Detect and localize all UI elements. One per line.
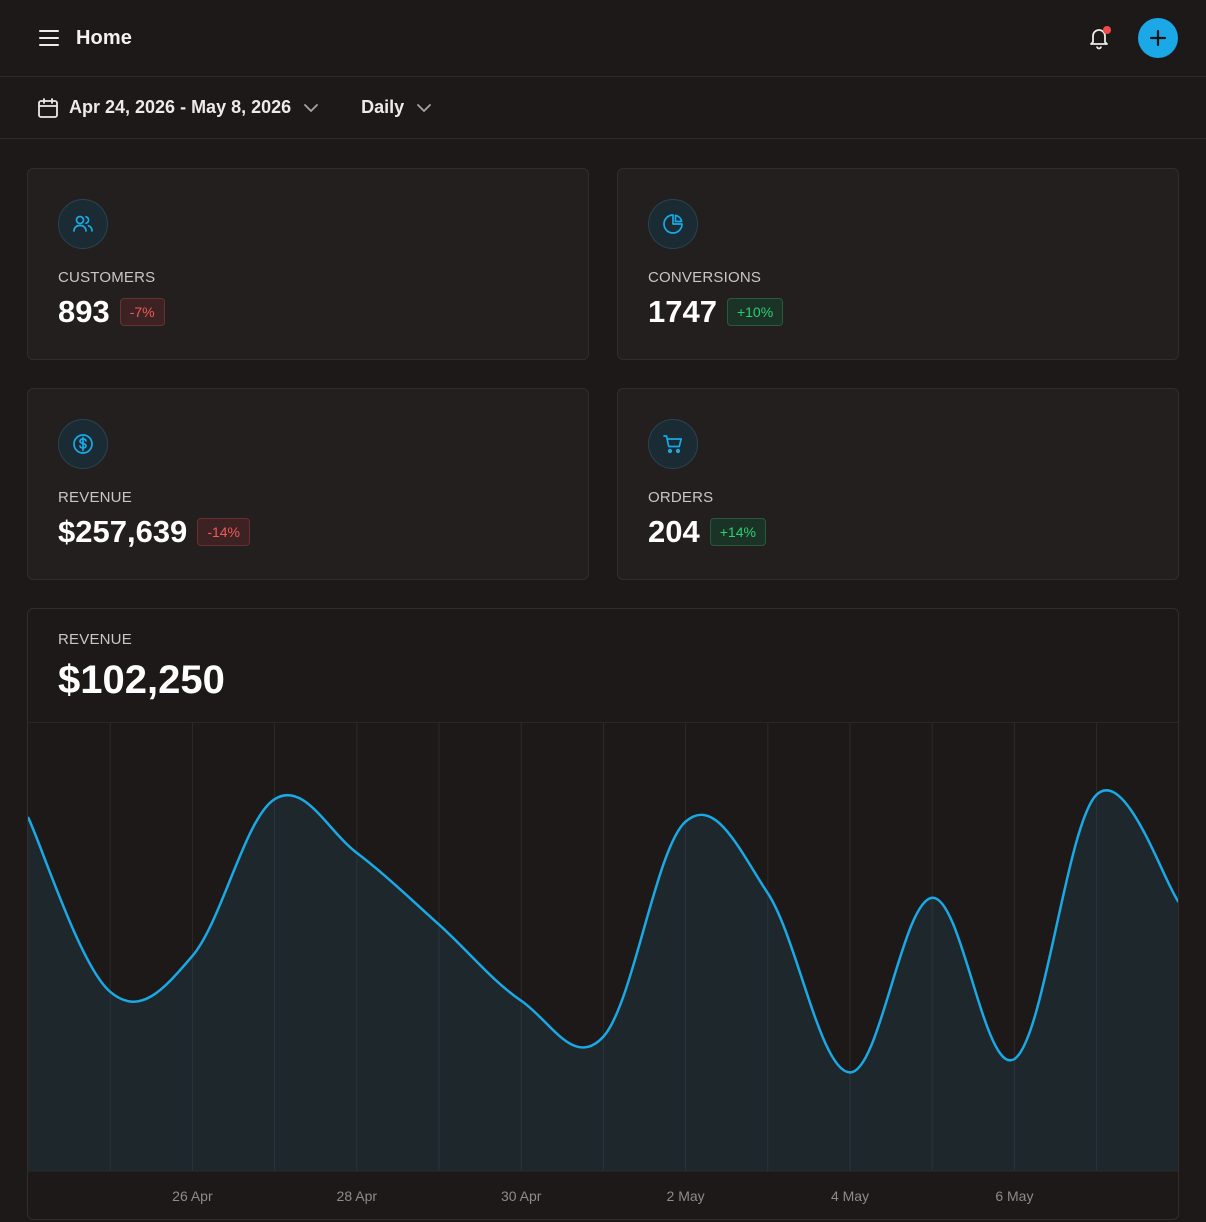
notification-button[interactable] [1084, 23, 1114, 53]
notification-dot [1103, 26, 1111, 34]
x-tick-label: 2 May [667, 1188, 705, 1204]
filter-bar: Apr 24, 2026 - May 8, 2026 Daily [0, 77, 1206, 139]
revenue-chart-label: REVENUE [58, 631, 132, 648]
date-range-label: Apr 24, 2026 - May 8, 2026 [69, 97, 292, 117]
revenue-area-fill [28, 790, 1178, 1171]
stat-value: 893 [58, 294, 110, 329]
stat-card-conversions: CONVERSIONS 1747 +10% [617, 168, 1179, 360]
add-button[interactable] [1138, 18, 1178, 58]
stat-change-badge: -7% [119, 298, 165, 326]
dollar-icon [58, 419, 108, 469]
x-tick-label: 26 Apr [172, 1188, 213, 1204]
cart-icon [648, 419, 698, 469]
users-icon [58, 199, 108, 249]
revenue-area-chart[interactable]: 26 Apr 28 Apr 30 Apr 2 May 4 May 6 May [28, 723, 1178, 1219]
plus-icon [1149, 29, 1167, 47]
stat-value: $257,639 [58, 514, 188, 549]
x-tick-label: 28 Apr [337, 1188, 378, 1204]
stat-label: REVENUE [58, 489, 132, 506]
stat-card-orders: ORDERS 204 +14% [617, 388, 1179, 580]
stat-label: CUSTOMERS [58, 269, 156, 286]
menu-icon[interactable] [36, 25, 62, 51]
period-label: Daily [361, 97, 405, 117]
top-bar: Home [0, 0, 1206, 77]
chevron-down-icon [416, 103, 432, 113]
stat-card-revenue: REVENUE $257,639 -14% [27, 388, 589, 580]
x-tick-label: 4 May [831, 1188, 869, 1204]
stat-change-badge: -14% [197, 518, 250, 546]
page-title: Home [76, 26, 132, 49]
stat-value: 204 [648, 514, 700, 549]
x-tick-label: 6 May [995, 1188, 1033, 1204]
stat-change-badge: +10% [726, 298, 784, 326]
stat-label: ORDERS [648, 489, 714, 506]
pie-chart-icon [648, 199, 698, 249]
stat-change-badge: +14% [709, 518, 766, 546]
stat-value: 1747 [648, 294, 717, 329]
revenue-chart-total: $102,250 [58, 658, 225, 702]
stat-label: CONVERSIONS [648, 269, 762, 286]
revenue-series-line [28, 789, 1178, 1074]
date-range-picker[interactable]: Apr 24, 2026 - May 8, 2026 [36, 96, 319, 120]
stats-grid: CUSTOMERS 893 -7% CONVERSIONS 1747 +10% … [27, 168, 1179, 580]
stat-card-customers: CUSTOMERS 893 -7% [27, 168, 589, 360]
x-tick-label: 30 Apr [501, 1188, 542, 1204]
period-select[interactable]: Daily [361, 97, 432, 118]
chevron-down-icon [303, 103, 319, 113]
calendar-icon [36, 96, 60, 120]
revenue-chart-panel: REVENUE $102,250 26 Apr 28 Apr 30 Apr 2 May… [27, 608, 1179, 1220]
bell-icon [1090, 29, 1108, 50]
